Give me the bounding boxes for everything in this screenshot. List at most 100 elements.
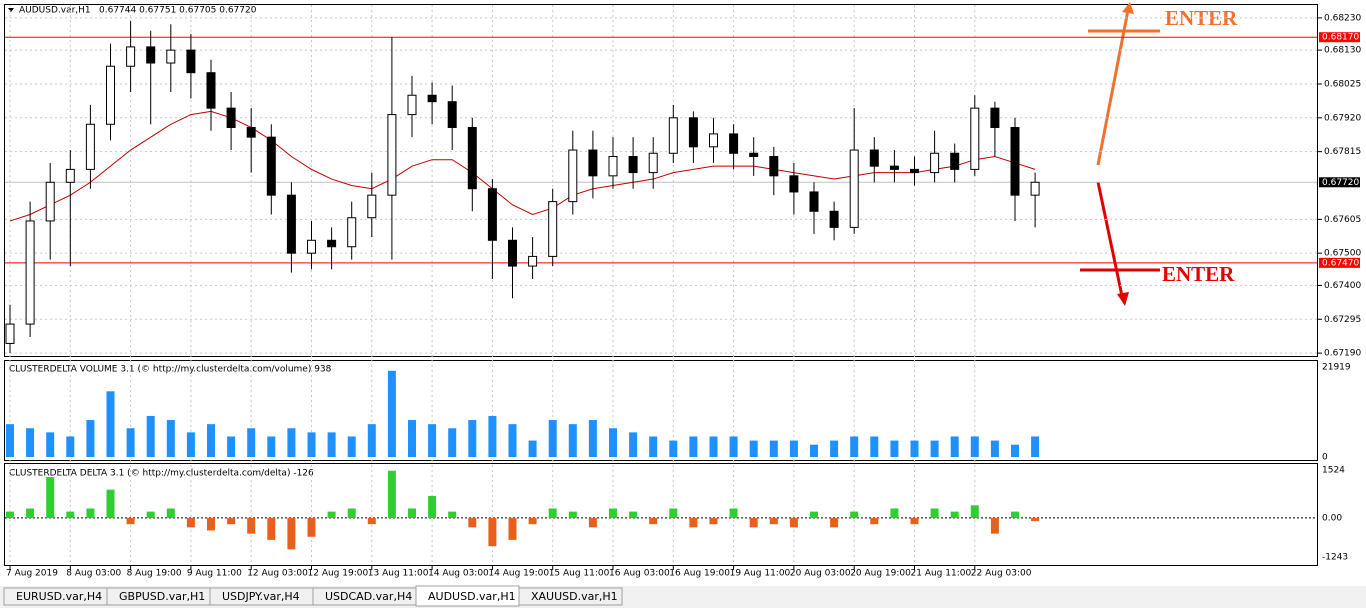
candle-body (266, 136, 276, 196)
candle-body (528, 255, 538, 267)
candle-body (347, 217, 357, 248)
bar (247, 517, 256, 534)
candle-body (206, 72, 216, 109)
y-tick-label: 0.00 (1322, 513, 1342, 523)
bar (629, 432, 638, 457)
bar (327, 511, 336, 518)
volume-pane (4, 360, 1318, 461)
candle-body (930, 152, 940, 174)
candle-body (226, 107, 236, 128)
chart-title: AUDUSD.var,H1 (19, 6, 91, 16)
delta-pane (4, 463, 1318, 566)
bar (468, 420, 477, 457)
candle-body (709, 133, 718, 148)
bar (468, 517, 477, 528)
bar (830, 440, 839, 457)
bar (910, 517, 919, 525)
bar (910, 440, 919, 457)
bar (930, 440, 939, 457)
candle-body (548, 201, 558, 257)
bar (548, 420, 557, 457)
candle-body (869, 149, 879, 167)
bar (488, 415, 497, 457)
bar (548, 508, 557, 518)
bar (870, 517, 879, 525)
bar (227, 436, 236, 457)
x-tick-label: 16 Aug 19:00 (669, 569, 730, 579)
x-tick-label: 20 Aug 03:00 (790, 569, 851, 579)
bar (629, 511, 638, 518)
bar (568, 511, 577, 518)
bar (307, 432, 316, 457)
menu-icon[interactable] (8, 8, 14, 12)
candle-body (749, 152, 759, 157)
y-tick-label: 0 (1322, 453, 1328, 463)
bar (428, 495, 437, 518)
tab-label[interactable]: USDCAD.var,H4 (325, 590, 412, 603)
x-tick-label: 8 Aug 03:00 (66, 569, 121, 579)
candle-body (407, 94, 417, 116)
bar (528, 440, 537, 457)
tab[interactable] (518, 587, 623, 606)
candle-body (990, 107, 1000, 128)
bar (166, 420, 175, 457)
candle-body (1010, 126, 1020, 196)
bar (1011, 511, 1019, 518)
tab-label[interactable]: AUDUSD.var,H1 (428, 590, 516, 603)
enter-long-arrow (1088, 2, 1160, 166)
bar (588, 517, 597, 528)
y-tick-label: 1524 (1322, 466, 1345, 476)
tab-label[interactable]: XAUUSD.var,H1 (531, 590, 618, 603)
bar (769, 517, 778, 525)
candle-body (970, 107, 980, 170)
bar (689, 436, 698, 457)
bar (227, 517, 236, 525)
x-tick-label: 13 Aug 11:00 (368, 569, 429, 579)
bar (6, 424, 14, 457)
x-tick-label: 8 Aug 19:00 (127, 569, 182, 579)
bar (789, 517, 798, 528)
bar (267, 517, 276, 540)
candle-body (950, 152, 960, 170)
bar (287, 428, 296, 457)
candle-body (809, 191, 819, 212)
bar (930, 508, 939, 518)
candle-body (487, 188, 497, 241)
bar (146, 511, 155, 518)
tab-label[interactable]: USDJPY.var,H4 (222, 590, 300, 603)
bar (810, 511, 818, 518)
candle-body (648, 152, 658, 174)
candle-body (1030, 181, 1040, 196)
x-tick-label: 7 Aug 2019 (6, 569, 58, 579)
candle-body (166, 49, 176, 64)
price-label: 0.67470 (1322, 258, 1359, 268)
bar (267, 436, 276, 457)
x-tick-label: 22 Aug 03:00 (971, 569, 1032, 579)
bar (990, 440, 999, 457)
bar (287, 517, 296, 550)
y-tick-label: 0.67190 (1324, 349, 1361, 359)
bar (488, 517, 497, 547)
bar (729, 508, 738, 518)
y-tick-label: 0.67815 (1324, 147, 1361, 157)
y-tick-label: 0.68025 (1324, 79, 1361, 89)
tab-label[interactable]: EURUSD.var,H4 (16, 590, 102, 603)
bar (207, 424, 215, 457)
bar (850, 511, 859, 518)
candle-body (889, 165, 899, 170)
background (0, 0, 1366, 586)
candle-body (65, 168, 75, 183)
bar (428, 424, 437, 457)
price-label-box (1319, 257, 1360, 268)
bar (890, 508, 899, 518)
bar (387, 470, 396, 518)
bar (186, 517, 195, 528)
volume-title: CLUSTERDELTA VOLUME 3.1 (© http://my.clu… (9, 365, 332, 375)
bar (448, 511, 457, 518)
candle-body (508, 239, 517, 267)
bar (106, 489, 115, 518)
candle-body (307, 239, 316, 254)
bar (709, 436, 718, 457)
tab-label[interactable]: GBPUSD.var,H1 (119, 590, 205, 603)
candle-body (467, 126, 477, 190)
